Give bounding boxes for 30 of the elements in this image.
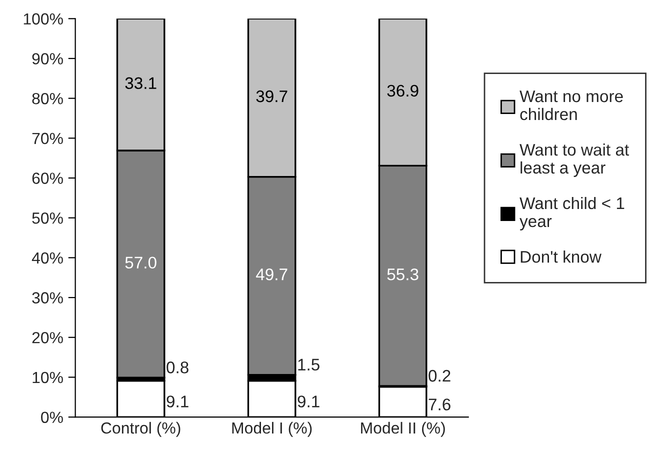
x-tick-label: Model II (%)	[361, 422, 445, 437]
data-label: 9.1	[298, 396, 320, 408]
legend-label: Don't know	[520, 250, 602, 263]
y-tick-label: 30%	[32, 292, 63, 304]
y-tick-label: 20%	[32, 332, 63, 344]
y-tick-label: 80%	[32, 92, 63, 104]
data-label: 55.3	[387, 268, 418, 280]
y-tick-label: 100%	[24, 13, 63, 25]
data-label: 49.7	[256, 268, 288, 280]
legend-label: Want no more children	[520, 90, 623, 120]
y-tick-label: 50%	[32, 212, 63, 224]
y-tick-label: 40%	[32, 252, 63, 264]
data-label: 9.1	[166, 396, 188, 408]
y-tick-label: 90%	[32, 53, 63, 64]
data-label: 33.1	[125, 77, 156, 90]
y-tick-label: 60%	[32, 172, 63, 184]
data-label: 39.7	[256, 90, 288, 102]
y-tick-label: 10%	[32, 372, 63, 384]
data-label: 0.8	[166, 362, 188, 374]
y-tick-label: 70%	[32, 132, 63, 144]
data-label: 36.9	[387, 84, 418, 97]
data-label: 57.0	[125, 256, 156, 269]
legend-label: Want to wait at least a year	[520, 143, 629, 177]
y-tick-label: 0%	[41, 412, 63, 424]
x-tick-label: Model I (%)	[232, 422, 312, 437]
data-label: 0.2	[428, 370, 450, 382]
data-label: 1.5	[298, 358, 320, 371]
legend-label: Want child < 1 year	[520, 196, 624, 230]
data-label: 7.6	[428, 398, 450, 410]
x-tick-label: Control (%)	[101, 422, 180, 437]
